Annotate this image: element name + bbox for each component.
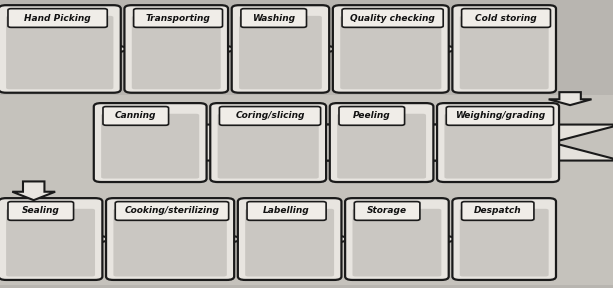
FancyBboxPatch shape	[238, 198, 341, 280]
FancyBboxPatch shape	[247, 202, 326, 220]
FancyBboxPatch shape	[0, 5, 121, 93]
Text: Washing: Washing	[252, 14, 295, 22]
FancyBboxPatch shape	[462, 202, 534, 220]
FancyBboxPatch shape	[460, 209, 549, 276]
FancyBboxPatch shape	[352, 209, 441, 276]
FancyBboxPatch shape	[101, 114, 199, 179]
Text: Canning: Canning	[115, 111, 156, 120]
Polygon shape	[337, 124, 613, 161]
Text: Labelling: Labelling	[263, 206, 310, 215]
FancyBboxPatch shape	[354, 202, 420, 220]
FancyBboxPatch shape	[462, 9, 550, 27]
FancyBboxPatch shape	[6, 209, 95, 276]
FancyBboxPatch shape	[437, 103, 559, 182]
FancyBboxPatch shape	[333, 5, 449, 93]
Text: Peeling: Peeling	[353, 111, 390, 120]
Polygon shape	[55, 29, 132, 69]
Polygon shape	[281, 220, 352, 258]
FancyBboxPatch shape	[115, 202, 229, 220]
Polygon shape	[218, 124, 495, 161]
FancyBboxPatch shape	[218, 114, 319, 179]
FancyBboxPatch shape	[113, 209, 227, 276]
Text: Cooking/sterilizing: Cooking/sterilizing	[124, 206, 219, 215]
Text: Despatch: Despatch	[474, 206, 522, 215]
FancyBboxPatch shape	[124, 5, 228, 93]
FancyBboxPatch shape	[339, 107, 405, 125]
FancyBboxPatch shape	[342, 9, 443, 27]
FancyBboxPatch shape	[452, 198, 556, 280]
FancyBboxPatch shape	[452, 5, 556, 93]
FancyBboxPatch shape	[340, 16, 441, 89]
Polygon shape	[549, 92, 592, 105]
Text: Coring/slicing: Coring/slicing	[235, 111, 305, 120]
FancyBboxPatch shape	[103, 107, 169, 125]
FancyBboxPatch shape	[8, 9, 107, 27]
Text: Cold storing: Cold storing	[475, 14, 537, 22]
Text: Sealing: Sealing	[22, 206, 59, 215]
FancyBboxPatch shape	[219, 107, 321, 125]
Polygon shape	[42, 220, 113, 258]
FancyBboxPatch shape	[446, 107, 554, 125]
FancyBboxPatch shape	[337, 114, 426, 179]
Polygon shape	[173, 220, 245, 258]
FancyBboxPatch shape	[0, 198, 102, 280]
Polygon shape	[101, 124, 388, 161]
FancyBboxPatch shape	[8, 202, 74, 220]
Text: Transporting: Transporting	[146, 14, 210, 22]
FancyBboxPatch shape	[134, 9, 223, 27]
FancyBboxPatch shape	[241, 9, 306, 27]
FancyBboxPatch shape	[239, 16, 322, 89]
FancyBboxPatch shape	[245, 209, 334, 276]
Polygon shape	[388, 220, 460, 258]
FancyBboxPatch shape	[345, 198, 449, 280]
FancyBboxPatch shape	[232, 5, 329, 93]
Text: Storage: Storage	[367, 206, 407, 215]
Text: Hand Picking: Hand Picking	[25, 14, 91, 22]
Text: Weighing/grading: Weighing/grading	[455, 111, 545, 120]
Polygon shape	[12, 181, 55, 200]
Polygon shape	[162, 29, 239, 69]
FancyBboxPatch shape	[94, 103, 207, 182]
FancyBboxPatch shape	[210, 103, 326, 182]
Text: Quality checking: Quality checking	[350, 14, 435, 22]
Polygon shape	[383, 29, 460, 69]
FancyBboxPatch shape	[460, 16, 549, 89]
FancyBboxPatch shape	[6, 16, 113, 89]
FancyBboxPatch shape	[106, 198, 234, 280]
FancyBboxPatch shape	[330, 103, 433, 182]
FancyBboxPatch shape	[0, 95, 613, 285]
Polygon shape	[263, 29, 340, 69]
FancyBboxPatch shape	[132, 16, 221, 89]
FancyBboxPatch shape	[444, 114, 552, 179]
